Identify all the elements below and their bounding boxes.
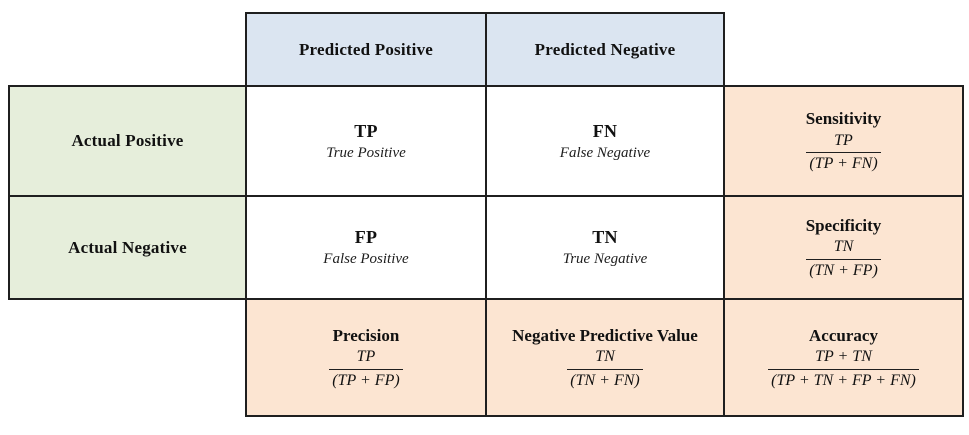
header-predicted-positive-label: Predicted Positive: [298, 39, 434, 59]
corner-top-left: [9, 13, 246, 86]
metric-sensitivity: Sensitivity TP (TP + FN): [723, 85, 964, 197]
corner-bottom-left: [9, 299, 246, 416]
metric-precision-denominator: (TP + FP): [329, 368, 403, 390]
metric-specificity-formula: TN (TN + FP): [806, 238, 881, 280]
header-row: Predicted Positive Predicted Negative: [9, 12, 963, 87]
cell-tn-name: True Negative: [562, 251, 648, 267]
header-actual-positive-label: Actual Positive: [71, 131, 184, 150]
metric-npv-denominator: (TN + FN): [567, 368, 643, 390]
metric-accuracy-formula: TP + TN (TP + TN + FP + FN): [768, 348, 919, 390]
metric-npv-numerator: TN: [595, 348, 615, 366]
metric-sensitivity-title: Sensitivity: [805, 109, 882, 129]
actual-positive-row: Actual Positive TP True Positive FN Fals…: [8, 85, 964, 197]
metric-precision-title: Precision: [332, 325, 400, 345]
cell-tp-name: True Positive: [326, 144, 406, 161]
cell-tp-abbr: TP: [354, 120, 378, 141]
metric-specificity-denominator: (TN + FP): [806, 258, 881, 280]
header-actual-negative: Actual Negative: [8, 195, 247, 300]
metric-sensitivity-numerator: TP: [834, 131, 853, 149]
header-predicted-positive: Predicted Positive: [245, 12, 487, 87]
cell-fn: FN False Negative: [485, 85, 725, 197]
cell-fn-name: False Negative: [559, 144, 651, 161]
metric-npv: Negative Predictive Value TN (TN + FN): [485, 298, 725, 417]
corner-top-right: [724, 13, 963, 86]
metric-specificity: Specificity TN (TN + FP): [723, 195, 964, 300]
metric-sensitivity-formula: TP (TP + FN): [806, 131, 881, 174]
metric-npv-formula: TN (TN + FN): [567, 348, 643, 390]
metric-precision-formula: TP (TP + FP): [329, 348, 403, 390]
cell-tn-abbr: TN: [592, 227, 618, 247]
confusion-matrix-table: Predicted Positive Predicted Negative Ac…: [8, 12, 964, 417]
metric-accuracy-title: Accuracy: [809, 325, 878, 345]
header-actual-negative-label: Actual Negative: [68, 237, 187, 257]
metric-accuracy-denominator: (TP + TN + FP + FN): [768, 368, 919, 390]
header-actual-positive: Actual Positive: [8, 85, 247, 197]
cell-fp: FP False Positive: [245, 195, 487, 300]
metric-specificity-title: Specificity: [805, 215, 882, 235]
metric-accuracy: Accuracy TP + TN (TP + TN + FP + FN): [723, 298, 964, 417]
cell-tp: TP True Positive: [245, 85, 487, 197]
metric-precision-numerator: TP: [356, 348, 376, 366]
metric-specificity-numerator: TN: [833, 238, 854, 256]
metrics-row: Precision TP (TP + FP) Negative Predicti…: [9, 298, 964, 417]
actual-negative-row: Actual Negative FP False Positive TN Tru…: [8, 195, 964, 300]
metric-sensitivity-denominator: (TP + FN): [806, 152, 881, 173]
header-predicted-negative-label: Predicted Negative: [534, 39, 676, 59]
header-predicted-negative: Predicted Negative: [485, 12, 725, 87]
metric-precision: Precision TP (TP + FP): [245, 298, 487, 417]
cell-tn: TN True Negative: [485, 195, 725, 300]
cell-fn-abbr: FN: [592, 120, 618, 141]
metric-npv-title: Negative Predictive Value: [512, 325, 698, 345]
cell-fp-name: False Positive: [323, 251, 409, 267]
cell-fp-abbr: FP: [354, 227, 378, 247]
metric-accuracy-numerator: TP + TN: [815, 348, 872, 366]
